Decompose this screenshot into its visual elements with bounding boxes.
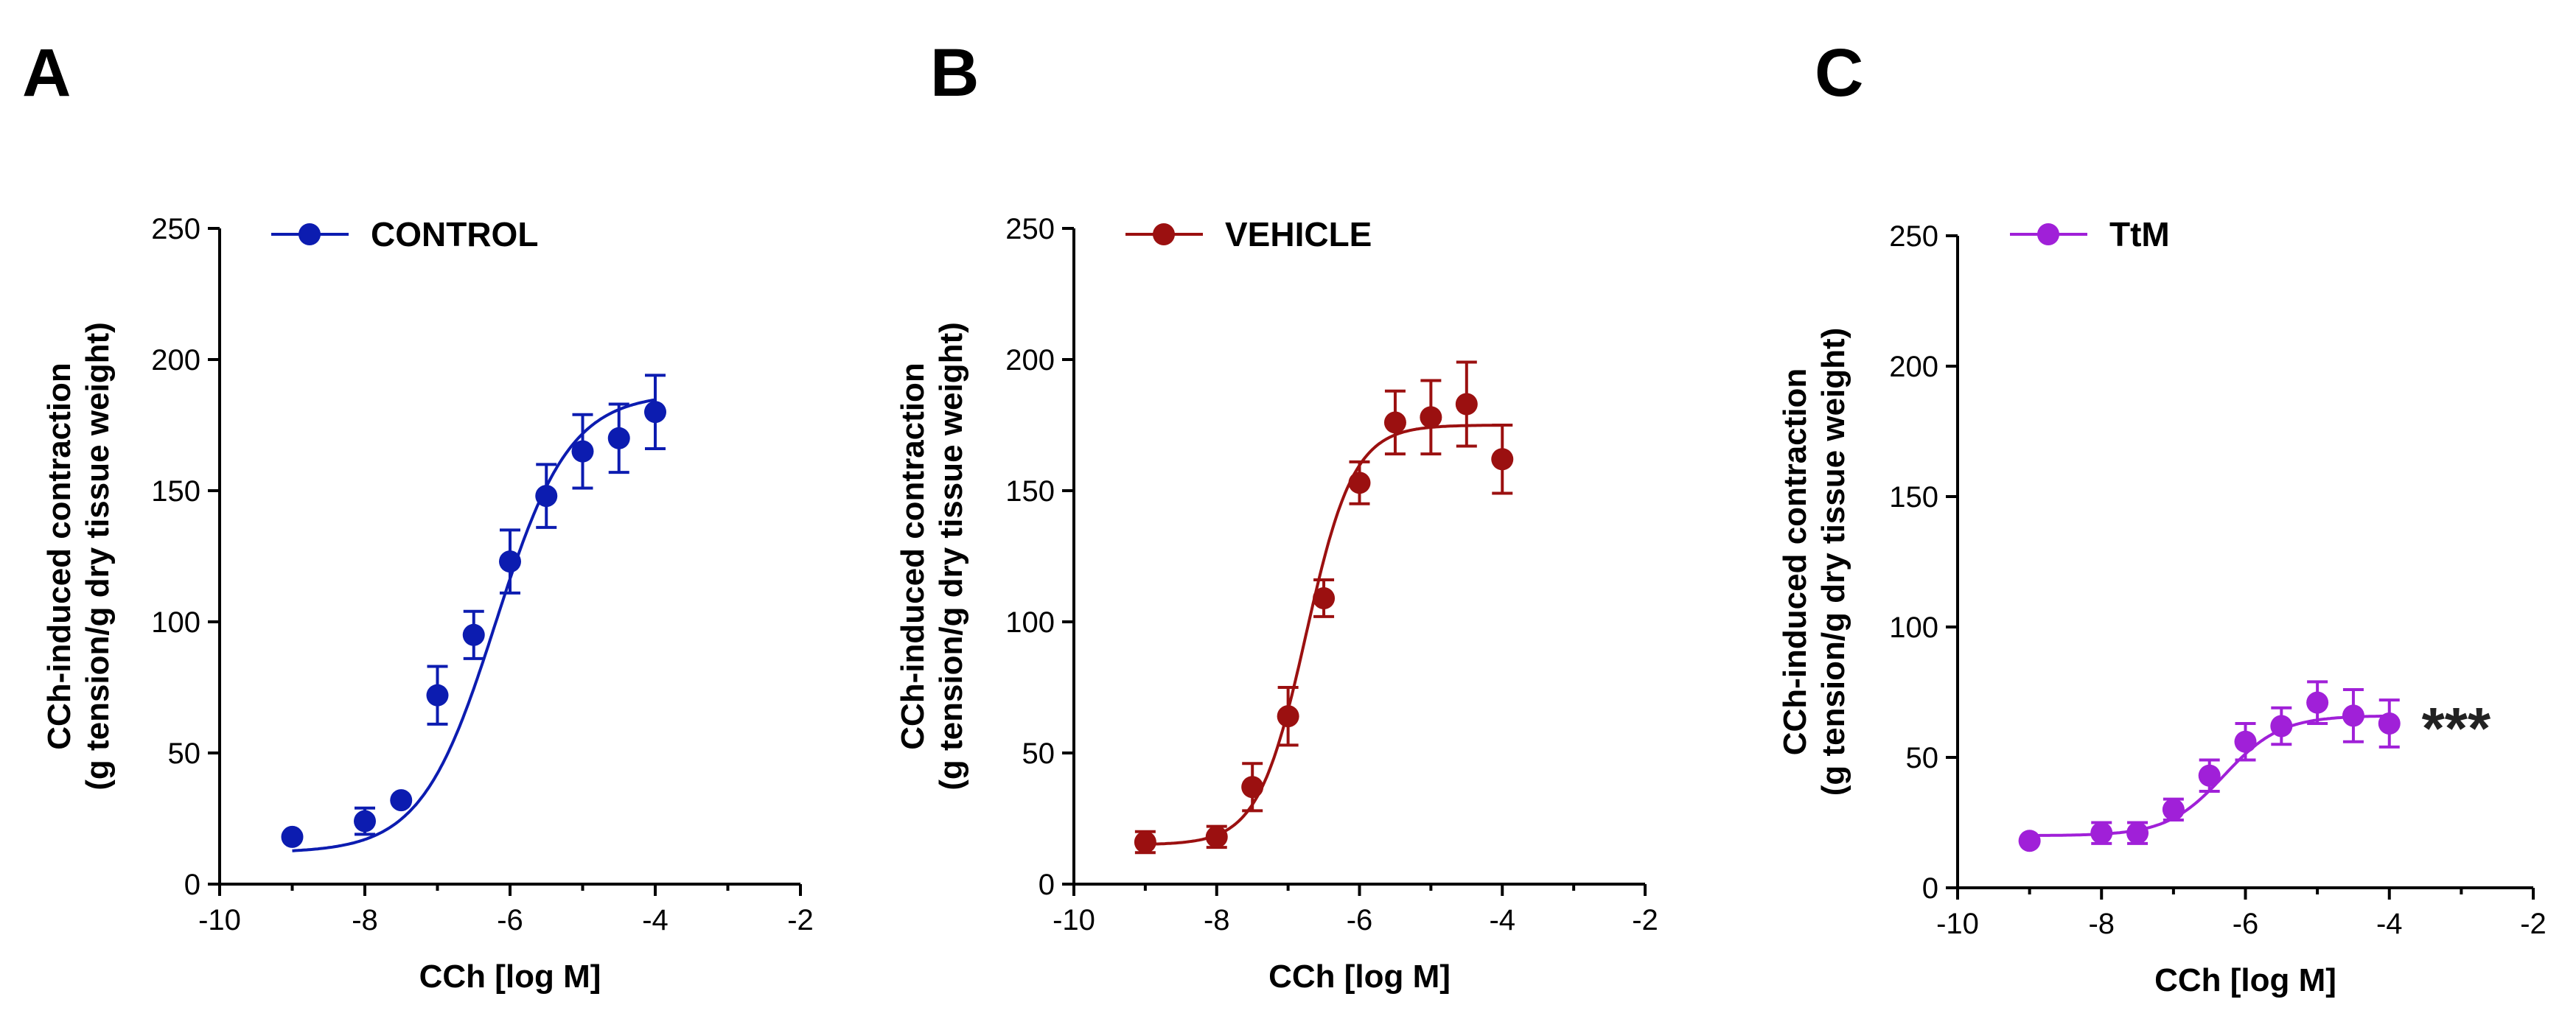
data-point	[1134, 831, 1156, 854]
y-tick-label: 150	[151, 475, 200, 508]
y-axis-title-line: CCh-induced contraction	[1777, 368, 1813, 756]
y-tick-label: 250	[1005, 213, 1055, 245]
data-point	[1348, 472, 1371, 494]
data-point	[426, 684, 449, 707]
data-point	[2162, 798, 2185, 821]
x-tick-label: -6	[1347, 904, 1373, 936]
y-tick-label: 0	[184, 869, 200, 901]
panel-a: A 0 50 100 150 200 250 -10 -8 -6 -4 -2 CCh [log M] CC…	[22, 35, 814, 995]
y-tick-label: 150	[1005, 475, 1055, 508]
data-point	[2234, 730, 2257, 753]
x-tick-label: -10	[198, 904, 241, 936]
x-tick-label: -10	[1053, 904, 1095, 936]
x-tick-label: -4	[1489, 904, 1515, 936]
y-axis-title-line: (g tension/g dry tissue weight)	[80, 322, 116, 791]
y-tick-label: 0	[1922, 872, 1938, 905]
legend-marker	[2037, 223, 2059, 245]
legend-label: VEHICLE	[1225, 215, 1372, 253]
y-tick-label: 200	[151, 344, 200, 376]
y-tick-label: 50	[1906, 742, 1939, 774]
data-point	[1420, 406, 1442, 429]
data-point	[2342, 704, 2364, 727]
data-point	[2018, 830, 2041, 852]
x-axis-title: CCh [log M]	[419, 959, 601, 995]
y-tick-label: 150	[1889, 481, 1938, 514]
data-point	[1455, 393, 1478, 416]
panel-letter: C	[1815, 35, 1863, 111]
data-point	[1313, 586, 1336, 609]
x-tick-label: -10	[1936, 908, 1979, 940]
x-tick-label: -6	[2233, 908, 2259, 940]
x-tick-label: -4	[642, 904, 669, 936]
x-axis-title: CCh [log M]	[1268, 959, 1451, 995]
data-point	[644, 401, 666, 424]
y-axis-title: CCh-induced contraction(g tension/g dry …	[895, 322, 969, 791]
x-tick-label: -8	[2088, 908, 2115, 940]
legend-label: TtM	[2109, 215, 2170, 253]
data-point	[1383, 411, 1406, 434]
fit-curve	[1145, 424, 1503, 846]
y-axis-title-line: CCh-induced contraction	[895, 362, 931, 750]
y-tick-label: 200	[1005, 344, 1055, 376]
x-tick-label: -2	[1632, 904, 1658, 936]
data-point	[2306, 691, 2329, 714]
data-point	[2198, 764, 2221, 787]
panel-letter: B	[930, 35, 979, 111]
panel-c: C 0 50 100 150 200 250 -10 -8 -6 -4 -2 CCh [log M] CC…	[1777, 35, 2547, 998]
legend-label: CONTROL	[371, 215, 538, 253]
x-tick-label: -4	[2376, 908, 2403, 940]
data-point	[1277, 705, 1299, 728]
x-tick-label: -6	[497, 904, 523, 936]
y-axis-title-line: CCh-induced contraction	[41, 362, 77, 750]
x-tick-label: -8	[352, 904, 378, 936]
significance-annotation: ***	[2422, 696, 2491, 761]
x-tick-label: -2	[2520, 908, 2547, 940]
data-point	[1205, 825, 1228, 848]
x-axis-title: CCh [log M]	[2154, 962, 2336, 998]
y-tick-label: 100	[1889, 612, 1938, 644]
panel-letter: A	[22, 35, 71, 111]
legend-marker	[1153, 223, 1175, 245]
y-tick-label: 200	[1889, 351, 1938, 383]
data-point	[1491, 448, 1514, 471]
fit-curve	[292, 398, 656, 852]
data-point	[354, 810, 376, 833]
data-point	[2378, 712, 2401, 735]
y-tick-label: 100	[151, 606, 200, 639]
data-point	[571, 440, 594, 463]
panel-b: B 0 50 100 150 200 250 -10 -8 -6 -4 -2 CCh [log M] CC…	[895, 35, 1658, 995]
y-axis-title: CCh-induced contraction(g tension/g dry …	[41, 322, 116, 791]
data-point	[462, 623, 485, 646]
y-tick-label: 250	[151, 213, 200, 245]
y-tick-label: 100	[1005, 606, 1055, 639]
data-point	[281, 825, 304, 848]
data-point	[2090, 821, 2113, 844]
y-tick-label: 250	[1889, 220, 1938, 253]
data-point	[390, 789, 413, 812]
x-tick-label: -2	[787, 904, 814, 936]
y-tick-label: 0	[1039, 869, 1055, 901]
data-point	[2126, 821, 2149, 844]
y-tick-label: 50	[168, 738, 201, 770]
data-point	[607, 427, 630, 449]
data-point	[2270, 715, 2293, 738]
legend-marker	[299, 223, 321, 245]
data-point	[499, 550, 521, 573]
y-axis-title-line: (g tension/g dry tissue weight)	[933, 322, 969, 791]
y-tick-label: 50	[1022, 738, 1055, 770]
y-axis-title: CCh-induced contraction(g tension/g dry …	[1777, 328, 1851, 796]
data-point	[535, 485, 558, 508]
data-point	[1241, 776, 1264, 799]
y-axis-title-line: (g tension/g dry tissue weight)	[1815, 328, 1851, 796]
x-tick-label: -8	[1204, 904, 1230, 936]
